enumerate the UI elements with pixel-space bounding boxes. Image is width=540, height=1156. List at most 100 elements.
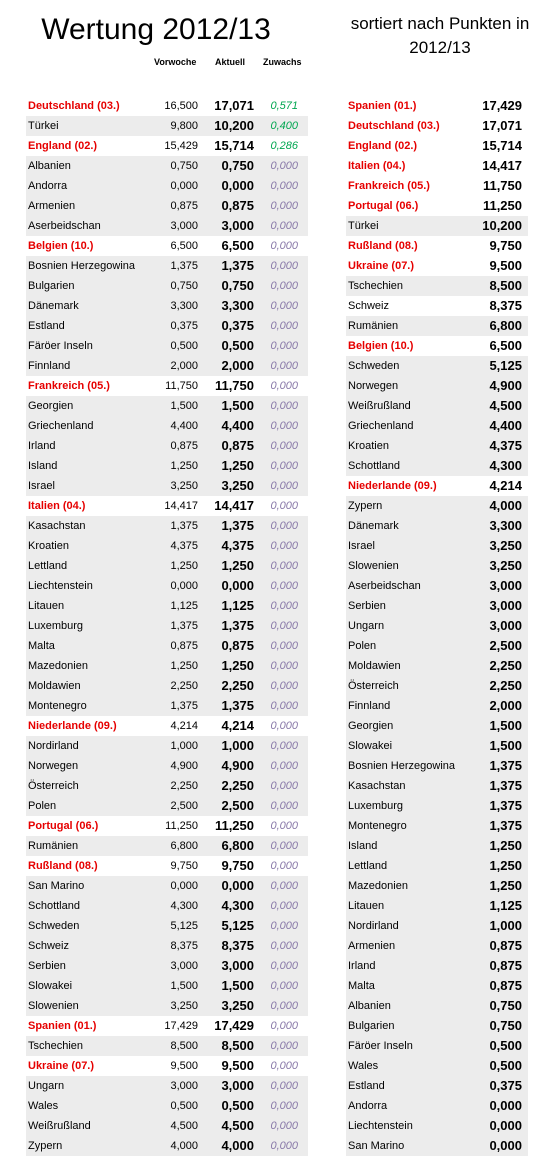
country-name: Luxemburg: [28, 620, 84, 632]
gain-value: 0,000: [270, 500, 298, 512]
prev-value: 1,250: [170, 560, 198, 572]
current-value: 11,750: [214, 378, 254, 393]
current-value: 1,125: [221, 598, 254, 613]
gain-value: 0,000: [270, 980, 298, 992]
gain-value: 0,000: [270, 780, 298, 792]
gain-value: 0,000: [270, 540, 298, 552]
prev-value: 1,125: [170, 600, 198, 612]
gain-value: 0,000: [270, 960, 298, 972]
current-value: 1,375: [221, 258, 254, 273]
table-row: Belgien (10.) 6,500 6,500 0,000: [26, 236, 308, 256]
sorted-table: Spanien (01.) 17,429 Deutschland (03.) 17,0…: [346, 96, 528, 1156]
country-name: San Marino: [348, 1140, 405, 1152]
prev-value: 8,500: [170, 1040, 198, 1052]
prev-value: 3,300: [170, 300, 198, 312]
table-row: Türkei 10,200: [346, 216, 528, 236]
gain-value: 0,000: [270, 360, 298, 372]
current-value: 8,500: [221, 1038, 254, 1053]
prev-value: 2,000: [170, 360, 198, 372]
table-row: Island 1,250: [346, 836, 528, 856]
country-name: San Marino: [28, 880, 85, 892]
country-name: Georgien: [28, 400, 74, 412]
gain-value: 0,000: [270, 160, 298, 172]
table-row: San Marino 0,000 0,000 0,000: [26, 876, 308, 896]
country-name: Malta: [348, 980, 375, 992]
points-value: 8,375: [489, 298, 522, 313]
table-row: Färöer Inseln 0,500 0,500 0,000: [26, 336, 308, 356]
gain-value: 0,000: [270, 280, 298, 292]
table-row: Zypern 4,000 4,000 0,000: [26, 1136, 308, 1156]
header-cur: Aktuell: [215, 57, 246, 67]
current-value: 17,429: [214, 1018, 254, 1033]
country-name: Schweden: [348, 360, 400, 372]
table-row: Finnland 2,000 2,000 0,000: [26, 356, 308, 376]
country-name: Schottland: [28, 900, 80, 912]
current-value: 4,900: [221, 758, 254, 773]
gain-value: 0,000: [270, 1040, 298, 1052]
header-prev: Vorwoche: [154, 57, 197, 67]
country-name: Slowakei: [348, 740, 393, 752]
points-value: 4,300: [489, 458, 522, 473]
current-value: 0,875: [221, 638, 254, 653]
current-value: 0,875: [221, 438, 254, 453]
table-row: Griechenland 4,400 4,400 0,000: [26, 416, 308, 436]
points-value: 1,375: [489, 798, 522, 813]
country-name: Rumänien: [348, 320, 399, 332]
current-value: 1,375: [221, 698, 254, 713]
country-name: Malta: [28, 640, 55, 652]
gain-value: 0,000: [270, 860, 298, 872]
prev-value: 4,375: [170, 540, 198, 552]
current-value: 9,500: [221, 1058, 254, 1073]
country-name: Norwegen: [28, 760, 79, 772]
prev-value: 11,750: [165, 380, 198, 392]
country-name: Nordirland: [28, 740, 79, 752]
country-name: Lettland: [28, 560, 68, 572]
country-name: Andorra: [28, 180, 68, 192]
country-name: Mazedonien: [28, 660, 88, 672]
table-row: Polen 2,500: [346, 636, 528, 656]
table-row: Niederlande (09.) 4,214: [346, 476, 528, 496]
table-row: Moldawien 2,250 2,250 0,000: [26, 676, 308, 696]
table-row: Färöer Inseln 0,500: [346, 1036, 528, 1056]
current-value: 14,417: [214, 498, 254, 513]
page-title: Wertung 2012/13: [41, 13, 271, 46]
points-value: 10,200: [482, 218, 522, 233]
table-row: Polen 2,500 2,500 0,000: [26, 796, 308, 816]
country-name: Wales: [28, 1100, 59, 1112]
country-name: Belgien (10.): [348, 340, 414, 352]
country-name: Litauen: [348, 900, 385, 912]
country-name: Italien (04.): [348, 160, 406, 172]
points-value: 1,375: [489, 758, 522, 773]
gain-value: 0,000: [270, 480, 298, 492]
prev-value: 3,000: [170, 220, 198, 232]
current-value: 3,250: [221, 478, 254, 493]
table-row: Luxemburg 1,375: [346, 796, 528, 816]
country-name: England (02.): [28, 140, 98, 152]
current-value: 3,000: [221, 958, 254, 973]
country-name: Frankreich (05.): [348, 180, 430, 192]
country-name: Israel: [28, 480, 55, 492]
table-row: Frankreich (05.) 11,750 11,750 0,000: [26, 376, 308, 396]
table-row: Rumänien 6,800 6,800 0,000: [26, 836, 308, 856]
prev-value: 9,500: [170, 1060, 198, 1072]
table-row: Wales 0,500: [346, 1056, 528, 1076]
ranking-table: Deutschland (03.) 16,500 17,071 0,571 Türkei…: [26, 96, 308, 1156]
gain-value: 0,400: [270, 120, 298, 132]
table-row: Italien (04.) 14,417 14,417 0,000: [26, 496, 308, 516]
prev-value: 0,500: [170, 340, 198, 352]
prev-value: 14,417: [164, 500, 198, 512]
prev-value: 0,000: [170, 880, 198, 892]
current-value: 3,300: [221, 298, 254, 313]
current-value: 1,500: [221, 978, 254, 993]
table-row: England (02.) 15,714: [346, 136, 528, 156]
gain-value: 0,000: [270, 580, 298, 592]
table-row: Türkei 9,800 10,200 0,400: [26, 116, 308, 136]
points-value: 1,250: [489, 838, 522, 853]
table-row: Zypern 4,000: [346, 496, 528, 516]
table-row: Weißrußland 4,500 4,500 0,000: [26, 1116, 308, 1136]
country-name: Färöer Inseln: [348, 1040, 413, 1052]
table-row: Liechtenstein 0,000: [346, 1116, 528, 1136]
table-row: Wales 0,500 0,500 0,000: [26, 1096, 308, 1116]
gain-value: 0,000: [270, 660, 298, 672]
country-name: Tschechien: [28, 1040, 84, 1052]
